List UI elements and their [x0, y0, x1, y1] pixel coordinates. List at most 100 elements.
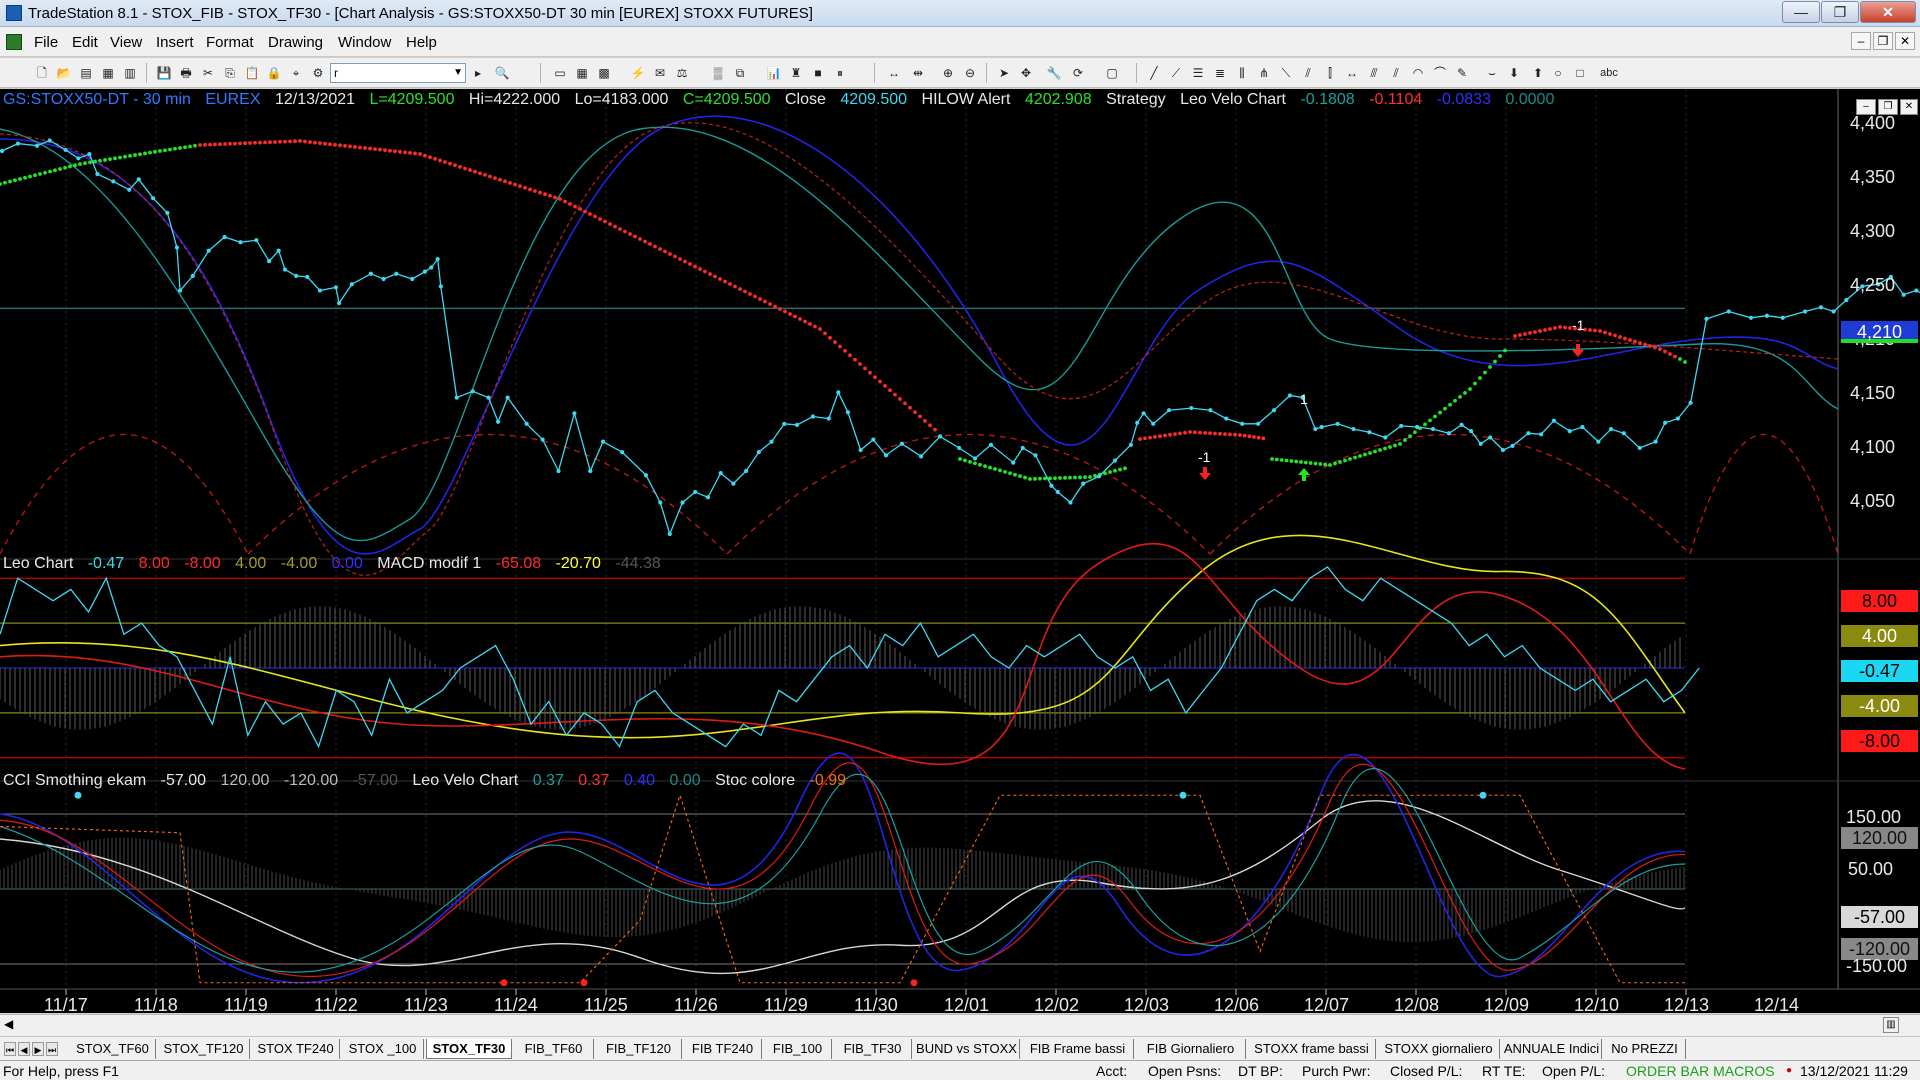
mdi-close-button[interactable]: ✕	[1895, 32, 1915, 50]
options-icon[interactable]: ⚖	[676, 66, 688, 80]
parallel-lines-icon[interactable]: ⫻	[1370, 66, 1378, 80]
zoom-out-icon[interactable]: ⊖	[964, 66, 976, 80]
close-button[interactable]: ✕	[1860, 1, 1916, 23]
bar-spacing-decrease-icon[interactable]: ⇹	[912, 66, 924, 80]
menu-file[interactable]: File	[34, 34, 59, 51]
data-window-icon[interactable]: ■	[814, 66, 822, 80]
refresh-icon[interactable]: ⟳	[1072, 66, 1084, 80]
speed-lines-icon[interactable]: ⟍	[1281, 66, 1291, 80]
tab-fib-100[interactable]: FIB_100	[764, 1039, 832, 1059]
news-icon[interactable]: ✉	[654, 66, 666, 80]
tab-stoxx-frame-bassi[interactable]: STOXX frame bassi	[1248, 1039, 1376, 1059]
scroll-right-icon[interactable]: ▥	[1883, 1017, 1899, 1033]
panel-restore-button[interactable]: ❐	[1878, 99, 1898, 115]
save-workspace-icon[interactable]: ▦	[102, 66, 114, 80]
menu-drawing[interactable]: Drawing	[268, 34, 324, 51]
paste-icon[interactable]: 📋	[244, 66, 260, 80]
minimize-button[interactable]: —	[1782, 1, 1820, 23]
tab-stox-tf120[interactable]: STOX_TF120	[158, 1039, 250, 1059]
lock-icon[interactable]: 🔒	[266, 66, 282, 80]
trendline-icon[interactable]: ╱	[1150, 66, 1158, 80]
chart-canvas[interactable]	[0, 89, 1920, 1013]
rectangle-icon[interactable]: □	[1576, 66, 1584, 80]
tab-stoxx-giornaliero[interactable]: STOXX giornaliero	[1378, 1039, 1500, 1059]
tab-stox-100[interactable]: STOX _100	[342, 1039, 424, 1059]
print-icon[interactable]: 🖶	[180, 66, 192, 80]
cut-icon[interactable]: ✂	[202, 66, 214, 80]
radar-screen-icon[interactable]: ▦	[576, 66, 588, 80]
tab-no-prezzi[interactable]: No PREZZI	[1604, 1039, 1686, 1059]
menu-edit[interactable]: Edit	[72, 34, 98, 51]
chart-analysis-window[interactable]: GS:STOXX50-DT - 30 min EUREX 12/13/2021 …	[0, 89, 1920, 1013]
market-depth-icon[interactable]: ⏸	[836, 66, 843, 80]
wrench-icon[interactable]: 🔧	[1046, 66, 1062, 80]
tab-first-icon[interactable]: ⏮	[4, 1042, 16, 1056]
scroll-left-icon[interactable]: ◀	[4, 1017, 14, 1031]
panel-minimize-button[interactable]: –	[1856, 99, 1876, 115]
scanner-icon[interactable]: ⚡	[630, 66, 646, 80]
chart-horizontal-scrollbar[interactable]: ◀ ▥	[0, 1014, 1920, 1036]
tab-fib-tf60[interactable]: FIB_TF60	[514, 1039, 594, 1059]
new-icon[interactable]: 🗋	[37, 66, 47, 80]
shortcut-icon[interactable]: ⌖	[292, 66, 300, 80]
close-workspace-icon[interactable]: ▥	[124, 66, 136, 80]
search-icon[interactable]: 🔍	[494, 66, 510, 80]
text-tool-icon[interactable]: abc	[1600, 67, 1618, 79]
arc-icon[interactable]: ◠	[1412, 66, 1424, 80]
extension-icon[interactable]: ↔	[1346, 66, 1358, 80]
save-icon[interactable]: 💾	[156, 66, 172, 80]
indicator-icon[interactable]: 📊	[766, 66, 782, 80]
open-workspace-icon[interactable]: ▤	[80, 66, 92, 80]
tab-fib-tf30[interactable]: FIB_TF30	[834, 1039, 912, 1059]
tools-icon[interactable]: ⚙	[312, 66, 324, 80]
tab-stox-tf30[interactable]: STOX_TF30	[426, 1039, 512, 1059]
ray-line-icon[interactable]: ⟋	[1171, 66, 1181, 80]
tab-last-icon[interactable]: ⏭	[46, 1042, 58, 1056]
play-icon[interactable]: ▸	[474, 66, 482, 80]
andrews-pitchfork-icon[interactable]: ⋔	[1258, 66, 1270, 80]
tab-bund-vs-stoxx[interactable]: BUND vs STOXX	[914, 1039, 1020, 1059]
symbol-combo[interactable]: r ▼	[330, 63, 466, 83]
ellipse-icon[interactable]: ○	[1554, 66, 1562, 80]
fib-timezone-icon[interactable]: ⫼	[1239, 66, 1245, 80]
menu-format[interactable]: Format	[206, 34, 254, 51]
arrow-up-icon[interactable]: ⬆	[1532, 66, 1544, 80]
tab-annuale-indici[interactable]: ANNUALE Indici	[1502, 1039, 1602, 1059]
tab-fib-tf240[interactable]: FIB TF240	[684, 1039, 762, 1059]
hide-icon[interactable]: ▢	[1106, 66, 1118, 80]
tab-fib-tf120[interactable]: FIB_TF120	[596, 1039, 682, 1059]
maximize-button[interactable]: ❐	[1821, 1, 1859, 23]
freehand-icon[interactable]: ✎	[1456, 66, 1468, 80]
menu-insert[interactable]: Insert	[156, 34, 194, 51]
format-bars-icon[interactable]: ▒	[713, 66, 723, 80]
channel-icon[interactable]: ⫽	[1393, 66, 1399, 80]
gann-fan-icon[interactable]: ⫽	[1305, 66, 1311, 80]
fib-retracement-icon[interactable]: ≣	[1214, 66, 1226, 80]
panel-close-button[interactable]: ✕	[1900, 99, 1918, 115]
tab-next-icon[interactable]: ▶	[32, 1042, 44, 1056]
mdi-restore-button[interactable]: ❐	[1873, 32, 1893, 50]
mdi-minimize-button[interactable]: –	[1851, 32, 1871, 50]
cycle-lines-icon[interactable]: ⌒	[1433, 66, 1446, 80]
arrow-down-icon[interactable]: ⬇	[1508, 66, 1520, 80]
tab-fib-frame-bassi[interactable]: FIB Frame bassi	[1022, 1039, 1134, 1059]
menu-help[interactable]: Help	[406, 34, 437, 51]
curve-icon[interactable]: ⌣	[1488, 66, 1496, 80]
tab-fib-giornaliero[interactable]: FIB Giornaliero	[1136, 1039, 1246, 1059]
strategy-icon[interactable]: ♜	[790, 66, 802, 80]
regression-channel-icon[interactable]: ⫿	[1328, 66, 1332, 80]
copy-icon[interactable]: ⎘	[225, 66, 235, 80]
dual-chart-icon[interactable]: ⧉	[735, 66, 745, 80]
chevron-down-icon[interactable]: ▼	[453, 67, 463, 78]
chart-window-icon[interactable]: ▭	[554, 66, 566, 80]
status-macros[interactable]: ORDER BAR MACROS	[1626, 1063, 1775, 1079]
tab-prev-icon[interactable]: ◀	[18, 1042, 30, 1056]
horizontal-lines-icon[interactable]: ☰	[1192, 66, 1204, 80]
chart-document-icon[interactable]	[6, 34, 22, 50]
open-icon[interactable]: 📂	[56, 66, 72, 80]
bar-spacing-increase-icon[interactable]: ↔	[888, 66, 900, 80]
menu-window[interactable]: Window	[338, 34, 392, 51]
drag-cursor-icon[interactable]: ✥	[1020, 66, 1032, 80]
tab-stox-tf240[interactable]: STOX TF240	[252, 1039, 340, 1059]
rectangle-shape-icon[interactable]	[1574, 65, 1590, 81]
